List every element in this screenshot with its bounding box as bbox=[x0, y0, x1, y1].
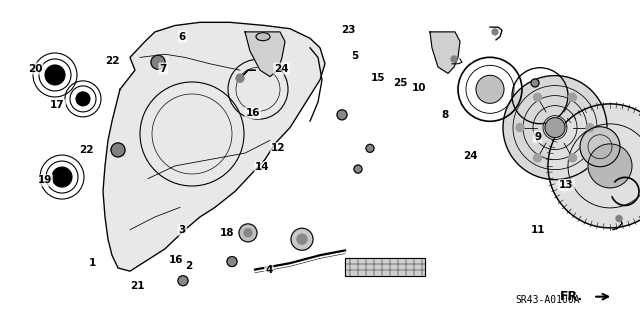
Circle shape bbox=[586, 123, 594, 132]
Circle shape bbox=[568, 154, 577, 162]
Text: 6: 6 bbox=[179, 32, 186, 42]
Text: 22: 22 bbox=[79, 145, 93, 155]
Circle shape bbox=[151, 55, 165, 69]
Text: 14: 14 bbox=[255, 162, 269, 173]
Text: 24: 24 bbox=[275, 63, 289, 74]
Circle shape bbox=[451, 56, 457, 62]
Text: 7: 7 bbox=[159, 63, 167, 74]
Text: 5: 5 bbox=[351, 51, 359, 61]
Circle shape bbox=[227, 256, 237, 267]
Circle shape bbox=[236, 74, 244, 82]
Circle shape bbox=[476, 75, 504, 103]
Circle shape bbox=[45, 65, 65, 85]
Circle shape bbox=[492, 29, 498, 35]
Circle shape bbox=[588, 144, 632, 188]
Circle shape bbox=[244, 229, 252, 237]
Circle shape bbox=[291, 228, 313, 250]
Circle shape bbox=[52, 167, 72, 187]
Text: 4: 4 bbox=[265, 264, 273, 275]
Text: 20: 20 bbox=[28, 63, 42, 74]
Text: 3: 3 bbox=[179, 225, 186, 235]
Circle shape bbox=[239, 224, 257, 242]
Text: 22: 22 bbox=[105, 56, 119, 66]
Circle shape bbox=[548, 104, 640, 228]
Text: 12: 12 bbox=[271, 143, 285, 153]
Circle shape bbox=[534, 154, 541, 162]
Text: 13: 13 bbox=[559, 180, 573, 190]
Circle shape bbox=[531, 79, 539, 87]
Text: 15: 15 bbox=[371, 73, 385, 83]
Circle shape bbox=[297, 234, 307, 244]
Text: 17: 17 bbox=[51, 100, 65, 110]
Text: 2: 2 bbox=[185, 261, 193, 271]
Ellipse shape bbox=[256, 33, 270, 41]
Circle shape bbox=[516, 123, 524, 132]
Text: 24: 24 bbox=[463, 151, 477, 161]
Text: 21: 21 bbox=[131, 280, 145, 291]
Circle shape bbox=[337, 110, 347, 120]
Text: 10: 10 bbox=[412, 83, 426, 93]
Text: 16: 16 bbox=[246, 108, 260, 118]
Text: 23: 23 bbox=[342, 25, 356, 35]
Text: 18: 18 bbox=[220, 228, 234, 238]
Text: 19: 19 bbox=[38, 175, 52, 185]
Circle shape bbox=[568, 93, 577, 101]
Text: SR43-A0100A: SR43-A0100A bbox=[515, 295, 579, 305]
Circle shape bbox=[503, 76, 607, 180]
Text: FR.: FR. bbox=[560, 290, 583, 303]
Text: 1: 1 bbox=[89, 258, 97, 268]
Text: 11: 11 bbox=[531, 225, 545, 235]
Bar bbox=[345, 258, 425, 276]
Bar bbox=[345, 258, 425, 276]
Circle shape bbox=[534, 93, 541, 101]
Circle shape bbox=[178, 276, 188, 286]
Text: 25: 25 bbox=[393, 78, 407, 88]
Circle shape bbox=[545, 118, 565, 137]
Circle shape bbox=[111, 143, 125, 157]
Text: 8: 8 bbox=[441, 110, 449, 120]
Circle shape bbox=[354, 165, 362, 173]
Text: 9: 9 bbox=[534, 132, 541, 142]
Polygon shape bbox=[430, 32, 460, 73]
Circle shape bbox=[366, 144, 374, 152]
Circle shape bbox=[580, 127, 620, 167]
Polygon shape bbox=[103, 22, 325, 271]
Text: 16: 16 bbox=[169, 255, 183, 265]
Circle shape bbox=[616, 216, 622, 221]
Circle shape bbox=[76, 92, 90, 106]
Polygon shape bbox=[245, 32, 285, 77]
